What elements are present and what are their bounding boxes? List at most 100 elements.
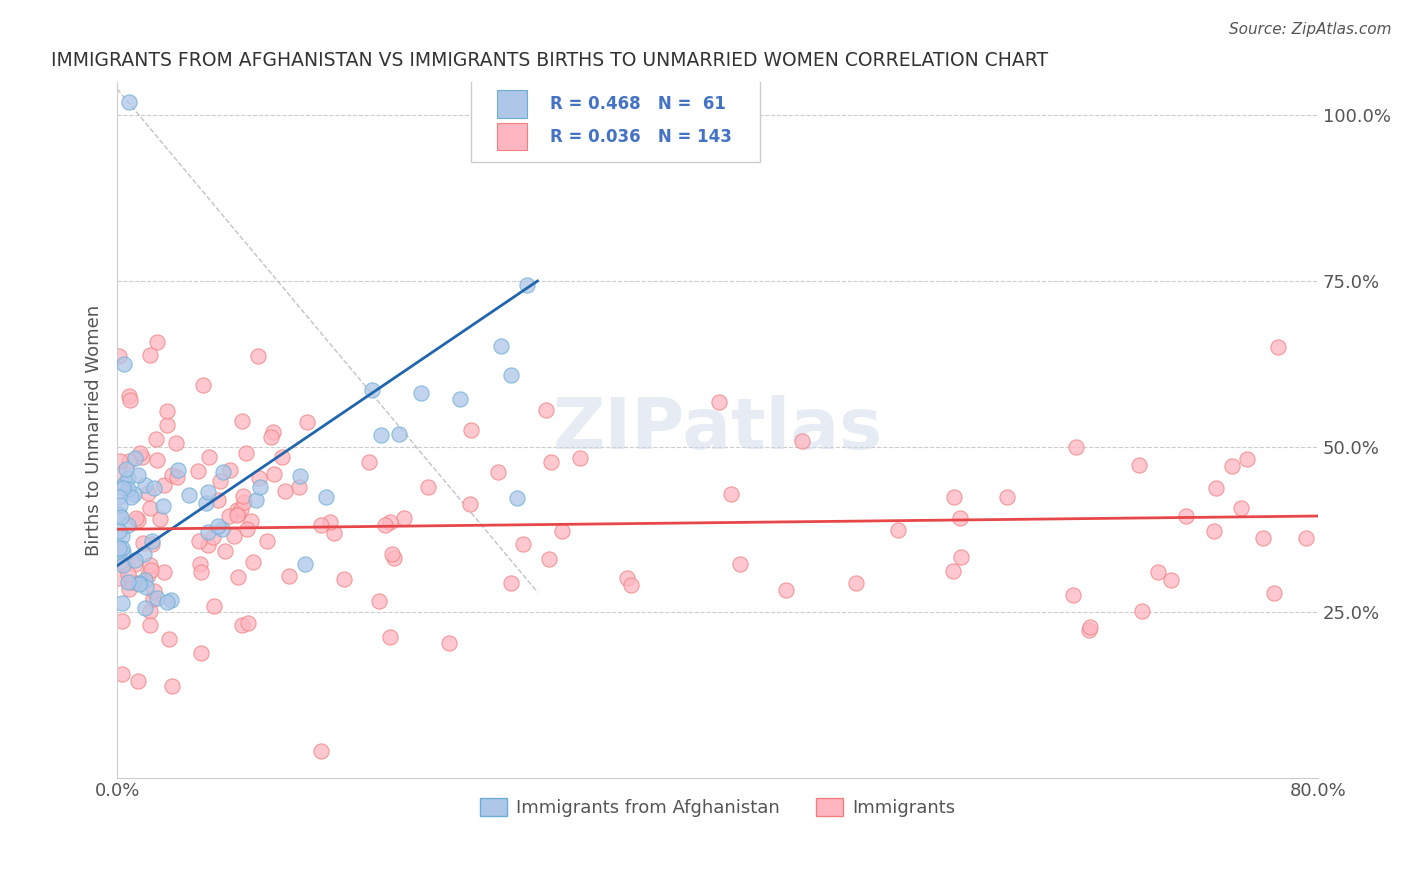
Point [274, 484, 297, 499]
Point [319, 515, 342, 529]
Point [197, 524, 219, 539]
Point [156, 404, 179, 418]
Point [1295, 532, 1317, 546]
Point [139, 617, 162, 632]
Point [107, 541, 129, 556]
Point [1062, 588, 1084, 602]
Point [131, 450, 153, 464]
Point [263, 467, 285, 481]
Point [245, 492, 267, 507]
Point [949, 549, 972, 564]
Point [260, 430, 283, 444]
Point [204, 599, 226, 614]
Point [128, 577, 150, 591]
Point [1064, 440, 1087, 454]
Point [551, 524, 574, 539]
Point [1236, 452, 1258, 467]
Point [370, 427, 392, 442]
Point [845, 576, 868, 591]
Point [128, 575, 150, 590]
Point [118, 95, 141, 110]
Point [112, 558, 135, 572]
Point [505, 491, 527, 505]
Point [139, 563, 162, 577]
Text: R = 0.036   N = 143: R = 0.036 N = 143 [550, 128, 731, 145]
Point [499, 368, 522, 383]
Point [1202, 524, 1225, 538]
Point [247, 470, 270, 484]
Point [111, 614, 134, 628]
Point [141, 537, 163, 551]
Point [790, 434, 813, 448]
Point [540, 455, 562, 469]
FancyBboxPatch shape [471, 78, 759, 162]
Point [942, 564, 965, 578]
Point [1078, 624, 1101, 638]
Point [162, 679, 184, 693]
Point [278, 569, 301, 583]
Point [139, 604, 162, 618]
Point [111, 596, 134, 610]
Point [111, 529, 134, 543]
Point [214, 544, 236, 558]
Point [233, 495, 256, 509]
Point [775, 582, 797, 597]
Point [134, 573, 156, 587]
Point [139, 348, 162, 362]
Point [156, 594, 179, 608]
Point [720, 487, 742, 501]
Point [249, 480, 271, 494]
Text: ZIPatlas: ZIPatlas [553, 395, 883, 465]
Point [146, 334, 169, 349]
Text: Source: ZipAtlas.com: Source: ZipAtlas.com [1229, 22, 1392, 37]
Point [117, 566, 139, 581]
Point [995, 490, 1018, 504]
Point [534, 402, 557, 417]
Point [231, 414, 253, 428]
Point [166, 470, 188, 484]
Point [226, 508, 249, 523]
Point [1147, 565, 1170, 579]
Point [322, 525, 344, 540]
Point [136, 486, 159, 500]
Point [207, 493, 229, 508]
Point [117, 518, 139, 533]
Point [198, 450, 221, 465]
Point [166, 463, 188, 477]
Point [458, 497, 481, 511]
Point [616, 571, 638, 585]
Point [226, 508, 249, 522]
Point [197, 538, 219, 552]
Point [262, 425, 284, 439]
Point [165, 436, 187, 450]
Point [297, 415, 319, 429]
Point [124, 450, 146, 465]
Point [380, 630, 402, 644]
Point [134, 547, 156, 561]
Point [121, 574, 143, 589]
Point [187, 534, 209, 549]
Point [124, 553, 146, 567]
Point [218, 508, 240, 523]
Point [112, 357, 135, 371]
Point [288, 468, 311, 483]
Point [382, 550, 405, 565]
Point [108, 507, 131, 521]
Point [146, 453, 169, 467]
Point [125, 511, 148, 525]
Point [122, 486, 145, 500]
Point [190, 565, 212, 579]
Point [187, 464, 209, 478]
Point [117, 575, 139, 590]
Point [125, 575, 148, 590]
Point [943, 490, 966, 504]
Point [143, 481, 166, 495]
Point [1078, 620, 1101, 634]
Point [207, 519, 229, 533]
Point [107, 467, 129, 481]
Point [219, 463, 242, 477]
Point [127, 673, 149, 688]
Point [118, 392, 141, 407]
Point [333, 572, 356, 586]
Point [107, 524, 129, 539]
